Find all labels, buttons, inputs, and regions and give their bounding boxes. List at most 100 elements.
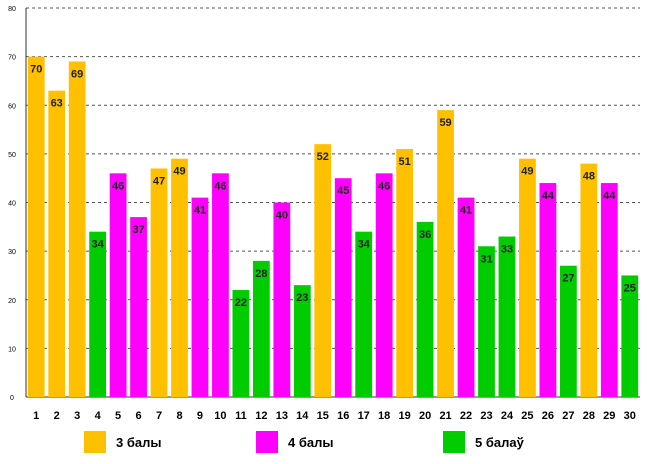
data-label-15: 52: [317, 151, 329, 163]
data-label-4: 34: [92, 239, 105, 251]
x-tick-label-19: 19: [399, 410, 411, 422]
x-tick-label-25: 25: [521, 410, 533, 422]
data-label-7: 47: [153, 175, 165, 187]
data-label-6: 37: [132, 224, 144, 236]
bar-22: [457, 197, 475, 397]
bar-17: [355, 231, 373, 397]
x-tick-label-23: 23: [480, 410, 492, 422]
x-tick-label-10: 10: [214, 410, 226, 422]
x-tick-label-22: 22: [460, 410, 472, 422]
x-tick-label-29: 29: [603, 410, 615, 422]
y-tick-label: 0: [10, 395, 14, 402]
data-label-25: 49: [521, 166, 533, 178]
data-label-17: 34: [358, 239, 371, 251]
data-label-11: 22: [235, 297, 247, 309]
data-label-12: 28: [255, 268, 267, 280]
bar-16: [334, 178, 352, 397]
x-tick-label-28: 28: [583, 410, 595, 422]
data-label-23: 31: [480, 253, 492, 265]
x-tick-label-21: 21: [439, 410, 451, 422]
x-tick-label-15: 15: [317, 410, 329, 422]
bar-1: [27, 56, 45, 397]
x-tick-label-1: 1: [33, 410, 39, 422]
x-tick-label-12: 12: [255, 410, 267, 422]
bar-11: [232, 290, 250, 397]
bar-19: [396, 149, 414, 397]
data-label-3: 69: [71, 68, 83, 80]
data-label-21: 59: [439, 117, 451, 129]
data-label-28: 48: [583, 171, 595, 183]
bar-27: [559, 265, 577, 397]
legend-item-4-baly: 4 балы: [256, 430, 333, 454]
x-tick-label-5: 5: [115, 410, 121, 422]
y-tick-label: 20: [8, 298, 16, 305]
y-tick-label: 60: [8, 103, 16, 110]
data-label-29: 44: [603, 190, 616, 202]
data-label-27: 27: [562, 273, 574, 285]
legend-label-5-balau: 5 балаў: [475, 434, 524, 450]
data-label-30: 25: [624, 282, 636, 294]
bar-20: [416, 221, 434, 397]
bar-8: [171, 158, 188, 397]
data-label-20: 36: [419, 229, 431, 241]
bar-30: [621, 275, 639, 397]
x-tick-label-4: 4: [95, 410, 102, 422]
legend-item-5-balau: 5 балаў: [443, 430, 524, 454]
legend: 3 балы 4 балы 5 балаў: [0, 430, 650, 460]
bar-5: [109, 173, 127, 397]
x-tick-label-27: 27: [562, 410, 574, 422]
x-tick-label-26: 26: [542, 410, 554, 422]
bar-21: [437, 110, 454, 398]
legend-item-3-baly: 3 балы: [84, 430, 161, 454]
bar-7: [150, 168, 168, 397]
bar-29: [600, 183, 618, 397]
data-label-22: 41: [460, 205, 472, 217]
x-tick-label-6: 6: [136, 410, 142, 422]
data-label-13: 40: [276, 210, 288, 222]
x-tick-label-24: 24: [501, 410, 514, 422]
data-label-8: 49: [173, 166, 185, 178]
y-tick-label: 50: [8, 152, 16, 159]
bar-3: [68, 61, 86, 398]
x-tick-label-2: 2: [54, 410, 60, 422]
data-label-24: 33: [501, 244, 513, 256]
bar-12: [252, 260, 270, 397]
bar-18: [375, 173, 393, 397]
bar-25: [519, 158, 536, 397]
data-label-10: 46: [214, 180, 226, 192]
data-label-16: 45: [337, 185, 349, 197]
data-label-19: 51: [399, 156, 411, 168]
legend-label-3-baly: 3 балы: [116, 434, 162, 450]
x-tick-label-14: 14: [296, 410, 309, 422]
y-tick-label: 70: [8, 55, 16, 62]
x-tick-label-30: 30: [624, 410, 636, 422]
x-tick-label-8: 8: [176, 410, 182, 422]
bar-4: [89, 231, 107, 397]
x-tick-label-11: 11: [235, 410, 247, 422]
x-tick-label-13: 13: [276, 410, 288, 422]
legend-label-4-baly: 4 балы: [288, 434, 334, 450]
data-label-18: 46: [378, 180, 390, 192]
bar-28: [580, 163, 598, 397]
data-label-5: 46: [112, 180, 124, 192]
data-label-2: 63: [51, 98, 63, 110]
bar-chart: 0102030405060708070163269334446537647749…: [8, 6, 640, 422]
y-tick-label: 30: [8, 249, 16, 256]
legend-swatch-3-baly: [84, 431, 106, 453]
bar-10: [212, 173, 229, 397]
bar-15: [314, 144, 332, 397]
x-tick-label-16: 16: [337, 410, 349, 422]
y-tick-label: 10: [8, 346, 16, 353]
x-tick-label-17: 17: [358, 410, 370, 422]
data-label-26: 44: [542, 190, 555, 202]
bar-2: [48, 90, 66, 397]
bar-9: [191, 197, 209, 397]
bar-24: [498, 236, 516, 397]
legend-swatch-4-baly: [256, 431, 278, 453]
data-label-14: 23: [296, 292, 308, 304]
bar-14: [293, 285, 311, 397]
y-tick-label: 40: [8, 201, 16, 208]
bar-23: [478, 246, 495, 397]
legend-swatch-5-balau: [443, 431, 465, 453]
x-tick-label-3: 3: [74, 410, 80, 422]
